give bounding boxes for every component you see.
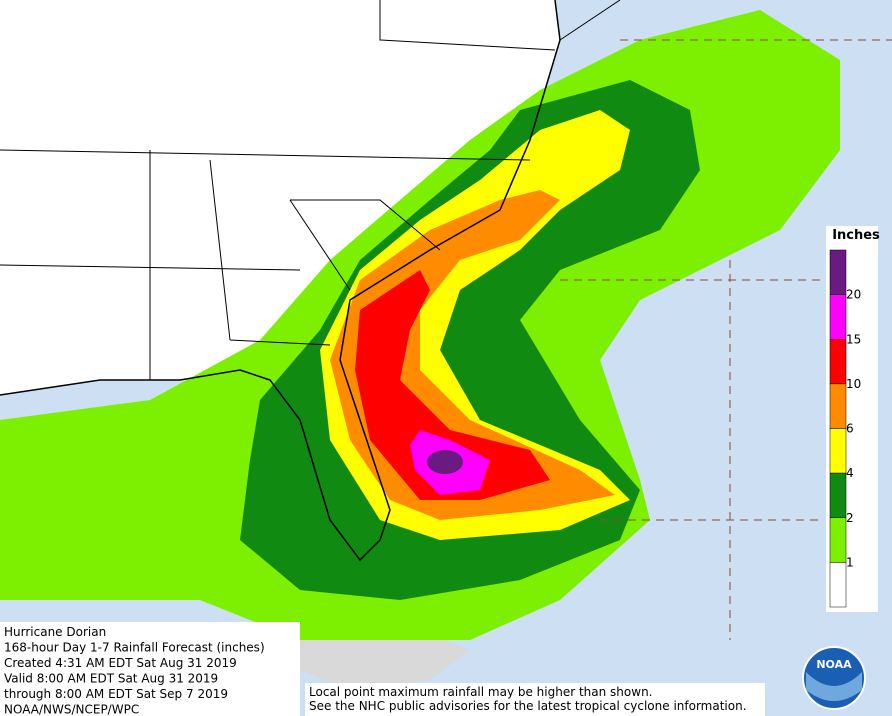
caption-box xyxy=(0,622,300,716)
land xyxy=(0,0,560,560)
caption-line: Hurricane Dorian xyxy=(4,625,106,639)
rain-10in xyxy=(355,270,550,500)
legend-label: 2 xyxy=(846,511,854,525)
legend-swatch xyxy=(829,294,847,340)
legend-swatch xyxy=(829,339,847,385)
legend-label: 6 xyxy=(846,422,854,436)
legend-swatch xyxy=(829,472,847,518)
legend-swatch xyxy=(829,562,847,608)
caption-line: through 8:00 AM EDT Sat Sep 7 2019 xyxy=(4,687,228,701)
caption-line: 168-hour Day 1-7 Rainfall Forecast (inch… xyxy=(4,641,265,655)
legend-swatch xyxy=(829,249,847,295)
legend-label: 10 xyxy=(846,377,861,391)
boundaries xyxy=(0,0,621,562)
disclaimer-line: Local point maximum rainfall may be high… xyxy=(309,685,652,699)
legend-swatch xyxy=(829,517,847,563)
disclaimer-line: See the NHC public advisories for the la… xyxy=(309,699,747,713)
disclaimer: Local point maximum rainfall may be high… xyxy=(309,685,747,713)
disclaimer-box xyxy=(305,683,765,716)
legend-swatch xyxy=(829,428,847,474)
legend: Inches 20 15 10 6 4 2 1 xyxy=(826,226,880,612)
legend-items: 20 15 10 6 4 2 1 xyxy=(829,249,861,608)
rain-20in xyxy=(427,450,463,474)
rainfall-areas xyxy=(0,10,840,640)
cuba xyxy=(300,630,470,690)
logo-text: NOAA xyxy=(816,658,852,671)
lat-lon-lines xyxy=(560,39,892,640)
legend-label: 15 xyxy=(846,332,861,346)
noaa-logo: NOAA xyxy=(802,646,866,710)
caption-line: Created 4:31 AM EDT Sat Aug 31 2019 xyxy=(4,656,237,670)
legend-label: 4 xyxy=(846,466,854,480)
caption-line: Valid 8:00 AM EDT Sat Aug 31 2019 xyxy=(4,672,218,686)
legend-title: Inches xyxy=(832,228,880,243)
legend-swatch xyxy=(829,383,847,429)
legend-label: 1 xyxy=(846,555,854,569)
caption: Hurricane Dorian 168-hour Day 1-7 Rainfal… xyxy=(4,625,265,716)
caption-line: NOAA/NWS/NCEP/WPC xyxy=(4,703,139,716)
legend-label: 20 xyxy=(846,288,861,302)
